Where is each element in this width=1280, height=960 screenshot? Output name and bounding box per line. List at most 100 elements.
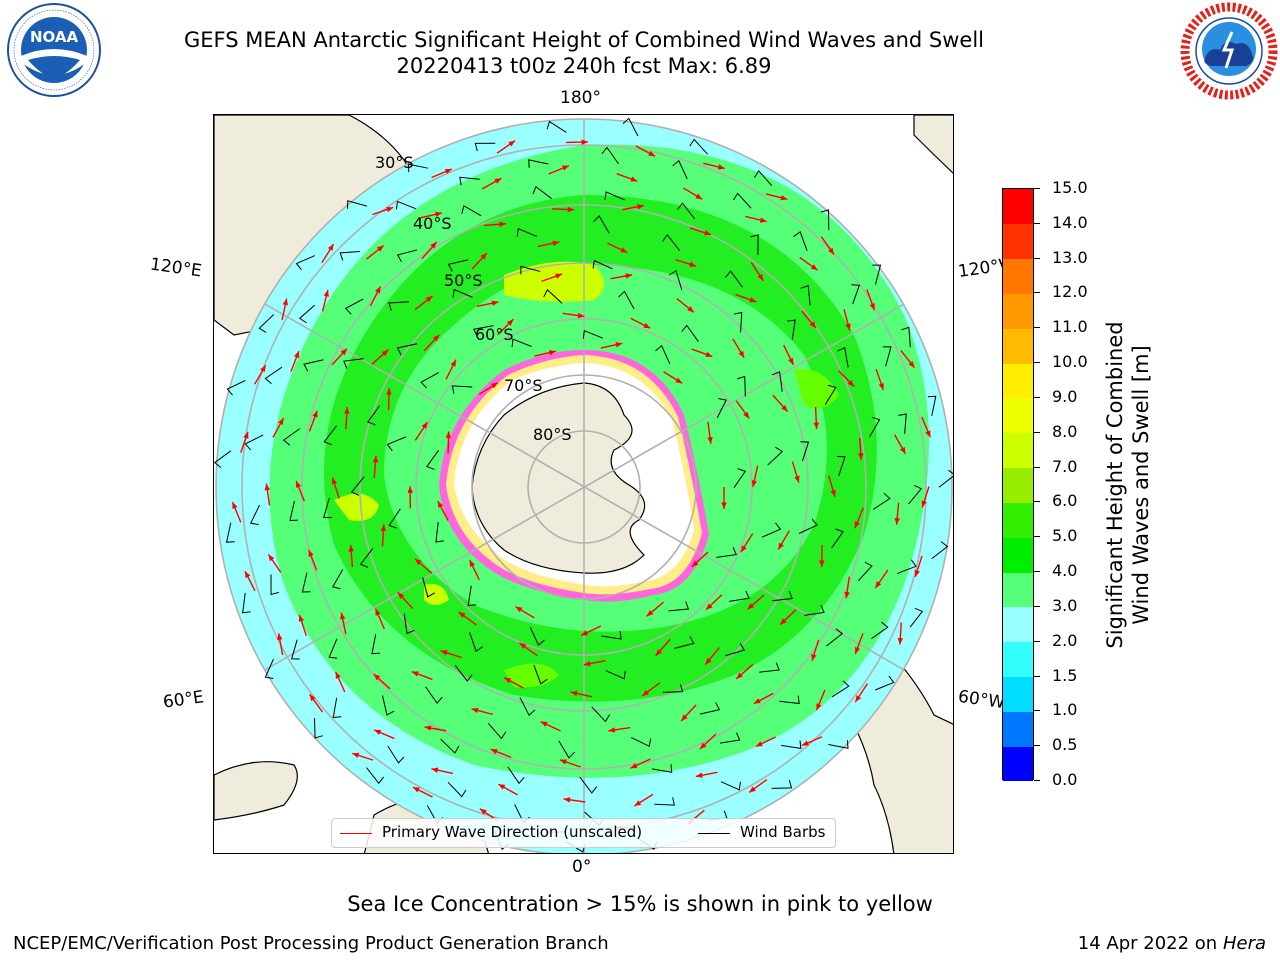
wind-barb [938, 469, 953, 488]
colorbar-segment [1003, 606, 1033, 643]
wave-arrow-head [637, 204, 644, 210]
colorbar-tick [1034, 605, 1040, 607]
wave-arrow-head [759, 217, 767, 223]
wave-arrow-head [264, 483, 270, 491]
wave-arrow-head [751, 480, 757, 488]
wave-arrow-head [707, 436, 713, 444]
wave-arrow-head [780, 195, 788, 201]
wave-arrow-head [811, 653, 817, 661]
wind-barb [662, 234, 681, 251]
colorbar-segment [1003, 711, 1033, 747]
legend-wave-label: Primary Wave Direction (unscaled) [382, 823, 643, 841]
wind-barb [532, 185, 553, 200]
colorbar-tick-label: 8.0 [1052, 421, 1078, 441]
colorbar-label-line1: Significant Height of Combined [1103, 321, 1127, 649]
wind-barb [323, 425, 337, 446]
wind-barb [487, 723, 507, 740]
wave-arrow-head [634, 800, 642, 806]
antarctica-land [471, 382, 646, 574]
wind-barb [605, 670, 626, 680]
wave-arrow-head [561, 165, 569, 171]
wave-arrow-head [620, 247, 628, 253]
chart-subtitle: 20220413 t00z 240h fcst Max: 6.89 [396, 54, 772, 78]
wind-barb [927, 395, 937, 416]
wave-arrow-head [643, 322, 651, 329]
wave-arrow-head [450, 359, 456, 367]
colorbar-tick-label: 1.5 [1052, 665, 1078, 685]
wave-arrow-head [458, 611, 466, 618]
wind-barb [323, 497, 332, 518]
colorbar-tick-label: 14.0 [1052, 212, 1088, 232]
wind-barb [779, 695, 800, 705]
chart-title: GEFS MEAN Antarctic Significant Height o… [183, 28, 985, 52]
wind-barb [800, 284, 811, 306]
wind-barb [447, 259, 469, 272]
wave-arrow-head [435, 211, 442, 217]
colorbar-tick [1034, 292, 1040, 294]
wave-arrow-head [914, 569, 920, 577]
wind-barb [298, 304, 316, 324]
wind-barb [282, 428, 301, 446]
wind-barb [804, 604, 825, 616]
wind-barb [332, 697, 342, 719]
wave-arrow-head [331, 477, 337, 485]
wave-arrow-head [381, 349, 389, 357]
wave-arrow-head [581, 139, 589, 145]
wind-barb [837, 346, 849, 368]
wind-barb [699, 702, 721, 715]
colorbar-tick [1034, 431, 1040, 433]
wave-arrow-head [308, 549, 314, 557]
wind-barb [511, 338, 532, 348]
wind-barb [529, 626, 545, 646]
lat-label: 50°S [444, 271, 483, 290]
wind-barb [579, 776, 598, 794]
colorbar-segment [1003, 293, 1033, 329]
wave-arrow-head [749, 786, 756, 793]
colorbar-tick-label: 4.0 [1052, 561, 1078, 581]
colorbar-tick [1034, 780, 1040, 781]
wave-arrow-head [425, 296, 433, 303]
wind-barb [831, 528, 844, 549]
wave-arrow-head [816, 703, 822, 711]
wave-arrow-head [431, 767, 439, 773]
wind-barb [543, 289, 563, 304]
wave-arrow-head [376, 245, 384, 252]
wind-barb [772, 590, 793, 602]
wave-arrow-head [648, 150, 656, 157]
wave-arrow-head [675, 377, 683, 384]
wind-barb [359, 548, 374, 568]
wind-barb [258, 314, 275, 333]
footer-host: Hera [1222, 933, 1266, 954]
lon-label-180: 180° [560, 88, 601, 108]
colorbar-segment [1003, 537, 1033, 573]
wind-barb [447, 781, 467, 798]
colorbar-tick [1034, 501, 1040, 503]
colorbar-tick-label: 6.0 [1052, 491, 1078, 511]
wind-barb [772, 371, 783, 392]
wave-arrow-head [695, 193, 703, 200]
wave-arrow-head [581, 630, 589, 636]
lat-label: 80°S [533, 425, 572, 444]
wave-arrow-head [415, 558, 422, 566]
wind-barb [264, 658, 274, 680]
wind-barb [869, 416, 881, 438]
wind-barb [836, 455, 846, 477]
colorbar-tick-label: 7.0 [1052, 456, 1078, 476]
wave-arrow-head [705, 657, 712, 665]
wind-barb [724, 643, 746, 657]
wave-arrow-head [897, 637, 904, 645]
wind-barb [328, 638, 338, 659]
wind-barb [793, 231, 808, 251]
lat-label: 60°S [475, 325, 514, 344]
wind-barb [654, 797, 676, 806]
wave-arrow-head [646, 610, 654, 617]
wave-arrow-head [743, 411, 750, 419]
wind-barb [668, 601, 690, 612]
lon-label-120e: 120°E [148, 254, 203, 282]
wave-arrow-head [499, 221, 506, 227]
wave-arrow-head [296, 480, 302, 488]
wind-barb [733, 311, 743, 333]
wave-arrow-head [312, 410, 318, 418]
wind-barb [519, 697, 536, 717]
wind-barb [242, 592, 251, 614]
